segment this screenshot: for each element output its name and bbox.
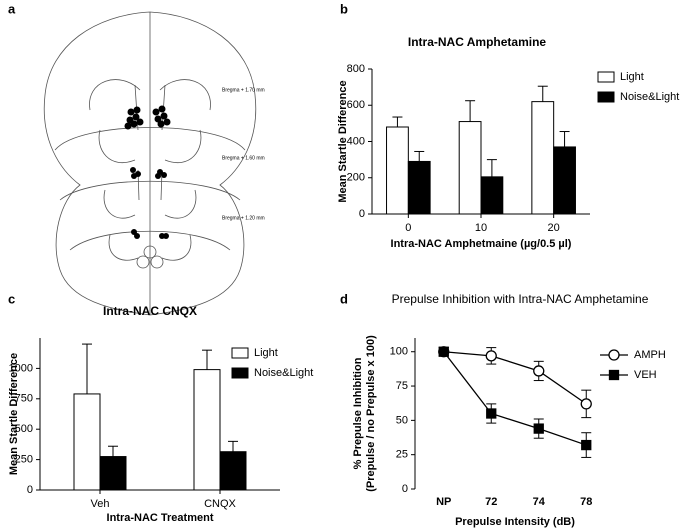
x-axis-label: Intra-NAC Amphetmaine (µg/0.5 µl) — [391, 238, 572, 250]
marker — [581, 439, 592, 451]
x-tick-label: 20 — [548, 222, 560, 234]
marker — [438, 346, 449, 357]
panel-label: d — [340, 291, 348, 306]
y-tick-label: 50 — [396, 414, 408, 426]
atlas-label: Bregma + 1.60 mm — [222, 155, 265, 161]
x-tick-label: Veh — [91, 498, 110, 510]
legend-label: VEH — [634, 369, 657, 381]
y-axis-label: (Prepulse / no Prepulse x 100) — [365, 335, 377, 492]
y-tick-label: 100 — [390, 346, 408, 358]
legend-label: Noise&Light — [254, 367, 313, 379]
marker — [485, 350, 497, 362]
line — [443, 351, 587, 405]
y-tick-label: 400 — [347, 135, 365, 147]
atlas-label: Bregma + 1.70 mm — [222, 87, 265, 93]
y-axis-label: % Prepulse Inhibition — [352, 357, 364, 469]
bar — [193, 369, 221, 491]
atlas-injection-sites — [124, 105, 171, 239]
bar — [386, 126, 409, 215]
legend-label: Noise&Light — [620, 91, 679, 103]
atlas-label: Bregma + 1.20 mm — [222, 215, 265, 221]
marker — [533, 365, 545, 377]
y-tick-label: 25 — [396, 449, 408, 461]
y-tick-label: 0 — [27, 484, 33, 496]
bar — [458, 121, 482, 215]
legend-swatch — [231, 367, 249, 379]
bar — [531, 101, 555, 215]
x-axis-label: Prepulse Intensity (dB) — [455, 516, 575, 528]
y-tick-label: 750 — [15, 393, 33, 405]
y-tick-label: 200 — [347, 172, 365, 184]
chart-title: Prepulse Inhibition with Intra-NAC Amphe… — [392, 292, 649, 306]
line — [443, 351, 587, 446]
legend-label: Light — [254, 347, 278, 359]
marker — [486, 408, 497, 419]
x-axis-label: Intra-NAC Treatment — [107, 512, 214, 524]
bar — [407, 160, 431, 215]
legend-label: Light — [620, 71, 644, 83]
bar — [480, 176, 504, 215]
x-tick-label: CNQX — [204, 498, 236, 510]
legend-swatch — [231, 347, 249, 359]
bar — [99, 456, 127, 491]
x-tick-label: 78 — [580, 496, 592, 508]
chart-title: Intra-NAC Amphetamine — [408, 35, 547, 49]
bar — [219, 451, 247, 491]
x-tick-label: 0 — [405, 222, 411, 234]
legend-label: AMPH — [634, 349, 666, 361]
legend-swatch — [597, 91, 615, 103]
legend-marker — [608, 369, 620, 381]
x-tick-label: NP — [436, 496, 451, 508]
legend-swatch — [597, 71, 615, 83]
y-axis-label: Mean Startle Difference — [337, 80, 349, 202]
y-tick-label: 600 — [347, 99, 365, 111]
y-axis-label: Mean Startle Difference — [8, 353, 20, 475]
x-tick-label: 74 — [533, 496, 546, 508]
panel-label: c — [8, 291, 15, 306]
y-tick-label: 0 — [402, 483, 408, 495]
y-tick-label: 250 — [15, 454, 33, 466]
y-tick-label: 500 — [15, 423, 33, 435]
bar — [73, 393, 101, 491]
y-tick-label: 75 — [396, 380, 408, 392]
legend-marker — [608, 349, 620, 361]
chart-title: Intra-NAC CNQX — [103, 304, 197, 318]
y-tick-label: 0 — [359, 208, 365, 220]
atlas-drawing — [43, 11, 257, 316]
marker — [533, 423, 544, 434]
bar — [553, 146, 576, 215]
y-tick-label: 800 — [347, 63, 365, 75]
y-tick-label: 1000 — [9, 362, 33, 374]
marker — [580, 398, 592, 410]
panel-label: a — [8, 1, 16, 16]
x-tick-label: 72 — [485, 496, 497, 508]
x-tick-label: 10 — [475, 222, 487, 234]
panel-label: b — [340, 1, 348, 16]
